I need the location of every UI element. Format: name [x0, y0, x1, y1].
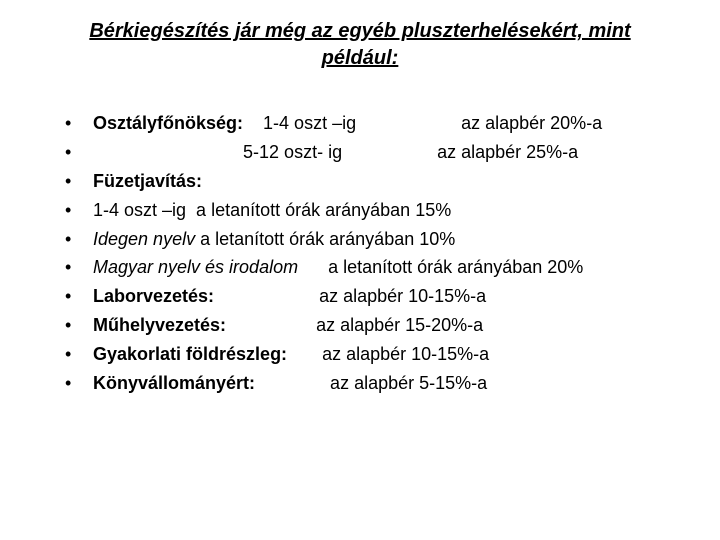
list-item: •1-4 oszt –ig a letanított órák arányába…	[65, 197, 690, 225]
list-item-text: Laborvezetés: az alapbér 10-15%-a	[93, 283, 690, 311]
list-item-text: Könyvállományért: az alapbér 5-15%-a	[93, 370, 690, 398]
bullet-icon: •	[65, 370, 93, 398]
list-item-text: 1-4 oszt –ig a letanított órák arányában…	[93, 197, 690, 225]
list-item-text: Füzetjavítás:	[93, 168, 690, 196]
bullet-icon: •	[65, 168, 93, 196]
list-item: •Idegen nyelv a letanított órák arányába…	[65, 226, 690, 254]
bullet-icon: •	[65, 283, 93, 311]
bullet-icon: •	[65, 139, 93, 167]
list-item-text: Gyakorlati földrészleg: az alapbér 10-15…	[93, 341, 690, 369]
bullet-icon: •	[65, 312, 93, 340]
list-item: •Osztályfőnökség: 1-4 oszt –ig az alapbé…	[65, 110, 690, 138]
list-item: •Füzetjavítás:	[65, 168, 690, 196]
bullet-list: •Osztályfőnökség: 1-4 oszt –ig az alapbé…	[30, 110, 690, 398]
list-item: •Műhelyvezetés: az alapbér 15-20%-a	[65, 312, 690, 340]
list-item-text: 5-12 oszt- ig az alapbér 25%-a	[93, 139, 690, 167]
list-item: •Laborvezetés: az alapbér 10-15%-a	[65, 283, 690, 311]
bullet-icon: •	[65, 226, 93, 254]
list-item-text: Műhelyvezetés: az alapbér 15-20%-a	[93, 312, 690, 340]
list-item-text: Magyar nyelv és irodalom a letanított ór…	[93, 254, 690, 282]
bullet-icon: •	[65, 341, 93, 369]
list-item: •Magyar nyelv és irodalom a letanított ó…	[65, 254, 690, 282]
document-title: Bérkiegészítés jár még az egyéb pluszter…	[85, 18, 635, 72]
list-item: •Könyvállományért: az alapbér 5-15%-a	[65, 370, 690, 398]
list-item: •Gyakorlati földrészleg: az alapbér 10-1…	[65, 341, 690, 369]
list-item: • 5-12 oszt- ig az alapbér 25%-a	[65, 139, 690, 167]
list-item-text: Idegen nyelv a letanított órák arányában…	[93, 226, 690, 254]
list-item-text: Osztályfőnökség: 1-4 oszt –ig az alapbér…	[93, 110, 690, 138]
bullet-icon: •	[65, 254, 93, 282]
bullet-icon: •	[65, 197, 93, 225]
bullet-icon: •	[65, 110, 93, 138]
